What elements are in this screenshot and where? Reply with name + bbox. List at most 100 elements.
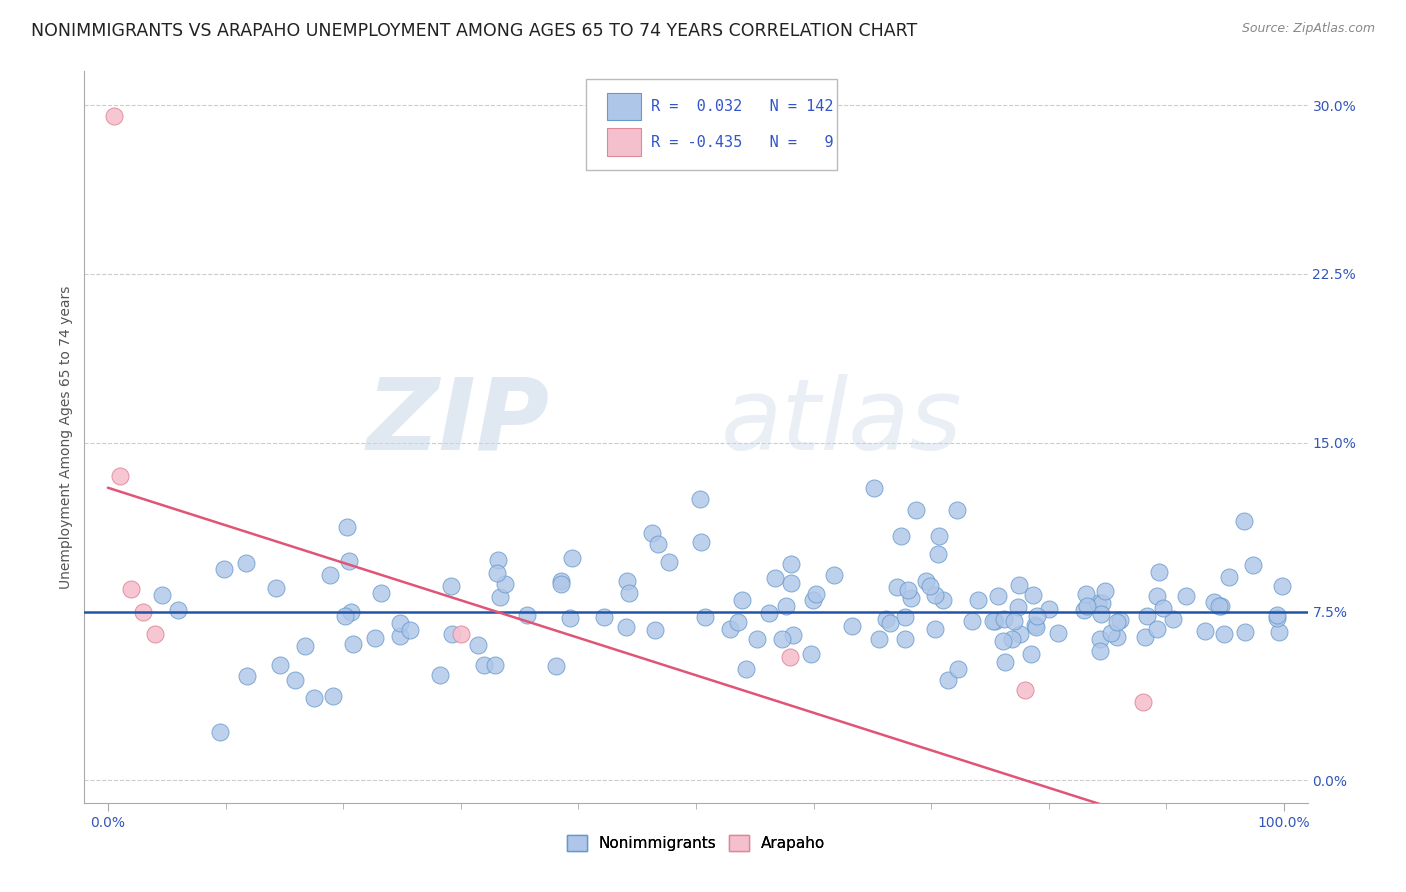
Point	[558, 611, 581, 625]
Point	[1218, 570, 1240, 584]
Point	[960, 615, 983, 629]
Point	[108, 469, 131, 483]
Point	[616, 574, 638, 589]
Point	[1038, 602, 1060, 616]
Point	[804, 587, 827, 601]
Y-axis label: Unemployment Among Ages 65 to 74 years: Unemployment Among Ages 65 to 74 years	[59, 285, 73, 589]
Point	[264, 581, 287, 595]
Point	[339, 605, 361, 619]
Point	[120, 582, 142, 596]
Point	[770, 632, 793, 646]
Point	[614, 620, 637, 634]
Point	[167, 603, 190, 617]
Point	[641, 525, 664, 540]
Point	[945, 503, 967, 517]
Point	[1025, 609, 1047, 624]
Point	[981, 614, 1004, 628]
Point	[335, 609, 357, 624]
Point	[389, 629, 412, 643]
Point	[983, 614, 1005, 628]
Point	[342, 637, 364, 651]
Point	[938, 673, 960, 687]
Point	[429, 668, 451, 682]
Point	[389, 615, 412, 630]
Point	[472, 658, 495, 673]
Point	[920, 578, 942, 592]
Point	[494, 577, 516, 591]
Point	[150, 588, 173, 602]
Point	[1152, 601, 1174, 615]
Point	[1163, 612, 1185, 626]
Text: Source: ZipAtlas.com: Source: ZipAtlas.com	[1241, 22, 1375, 36]
Point	[1001, 632, 1024, 646]
Point	[868, 632, 890, 646]
Point	[780, 557, 803, 571]
Point	[993, 612, 1015, 626]
Point	[927, 548, 949, 562]
Point	[775, 599, 797, 613]
Point	[450, 627, 472, 641]
Point	[236, 669, 259, 683]
Point	[915, 574, 938, 588]
Point	[1021, 588, 1043, 602]
Point	[441, 627, 464, 641]
Point	[143, 627, 166, 641]
Point	[103, 109, 125, 123]
Point	[994, 655, 1017, 669]
Point	[801, 593, 824, 607]
Point	[689, 491, 711, 506]
Point	[1008, 578, 1031, 592]
Point	[862, 481, 884, 495]
Point	[550, 574, 572, 588]
Point	[544, 659, 567, 673]
Point	[904, 503, 927, 517]
Point	[485, 566, 508, 580]
Point	[745, 632, 768, 646]
Point	[1213, 627, 1236, 641]
Point	[763, 571, 786, 585]
Point	[516, 607, 538, 622]
Point	[1090, 607, 1112, 621]
Point	[879, 615, 901, 630]
Point	[399, 623, 422, 637]
Point	[1088, 632, 1111, 646]
Point	[269, 658, 291, 673]
Point	[235, 556, 257, 570]
Point	[1025, 620, 1047, 634]
Point	[932, 593, 955, 607]
Point	[1024, 617, 1046, 632]
Point	[363, 631, 385, 645]
Point	[1271, 579, 1294, 593]
Point	[1088, 644, 1111, 658]
Point	[1147, 566, 1170, 580]
Point	[1002, 614, 1025, 628]
Point	[284, 673, 307, 687]
Point	[322, 689, 344, 703]
Point	[886, 580, 908, 594]
Point	[1107, 615, 1129, 630]
Point	[894, 610, 917, 624]
Point	[1094, 584, 1116, 599]
Point	[370, 585, 392, 599]
Point	[212, 562, 235, 576]
Point	[734, 662, 756, 676]
Point	[1132, 694, 1154, 708]
Point	[644, 623, 666, 637]
Point	[439, 579, 461, 593]
Point	[889, 529, 911, 543]
Point	[304, 691, 326, 706]
FancyBboxPatch shape	[606, 93, 641, 120]
Point	[1241, 558, 1264, 573]
Point	[658, 555, 681, 569]
Point	[1008, 626, 1031, 640]
Point	[467, 638, 489, 652]
Point	[489, 590, 512, 604]
Point	[1146, 589, 1168, 603]
Text: NONIMMIGRANTS VS ARAPAHO UNEMPLOYMENT AMONG AGES 65 TO 74 YEARS CORRELATION CHAR: NONIMMIGRANTS VS ARAPAHO UNEMPLOYMENT AM…	[31, 22, 917, 40]
Point	[731, 592, 754, 607]
FancyBboxPatch shape	[586, 78, 837, 170]
Point	[841, 619, 863, 633]
Point	[1265, 608, 1288, 623]
Point	[987, 589, 1010, 603]
Point	[486, 553, 509, 567]
